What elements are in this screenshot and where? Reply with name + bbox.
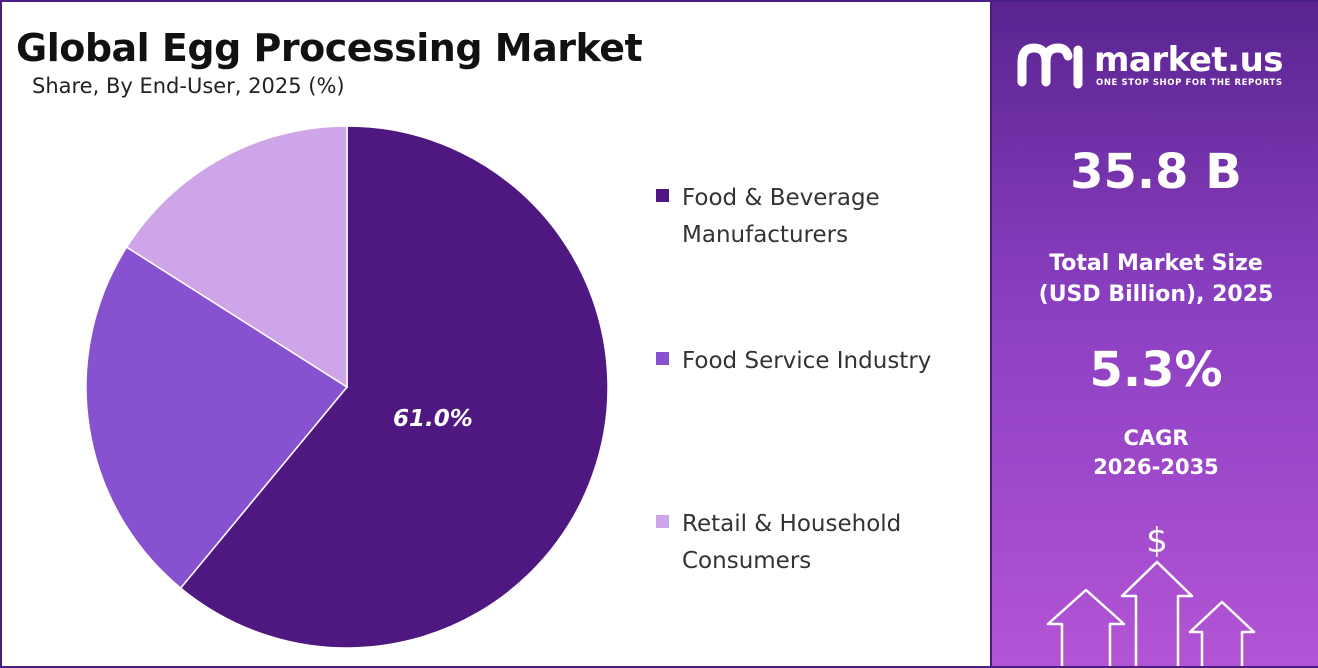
cagr-value: 5.3%: [1089, 342, 1223, 398]
legend-swatch-food-beverage: [655, 188, 670, 203]
chart-subtitle: Share, By End-User, 2025 (%): [32, 74, 345, 98]
legend-label-line: Manufacturers: [682, 222, 849, 248]
stats-panel: market.us ONE STOP SHOP FOR THE REPORTS …: [990, 2, 1318, 666]
market-size-label-line: (USD Billion), 2025: [1038, 282, 1274, 307]
cagr-label-line: 2026-2035: [1093, 455, 1219, 479]
legend-label-line: Food Service Industry: [682, 348, 932, 374]
legend-label-line: Retail & Household: [682, 511, 902, 537]
pie-chart: 61.0%: [85, 125, 609, 649]
market-size-value: 35.8 B: [1070, 144, 1242, 200]
dollar-sign-icon: $: [1146, 521, 1168, 561]
cagr-label: CAGR 2026-2035: [992, 424, 1318, 482]
cagr-label-line: CAGR: [1123, 426, 1189, 450]
legend-swatch-food-service: [655, 351, 670, 366]
pie-slice-food-beverage-manufacturers: [179, 125, 609, 649]
market-us-logo-icon: [1017, 43, 1083, 89]
growth-arrows-icon: $: [1046, 521, 1256, 666]
legend-label-line: Food & Beverage: [682, 185, 880, 211]
pie-slice-food-service-industry: [85, 246, 349, 590]
brand-tagline: ONE STOP SHOP FOR THE REPORTS: [1096, 78, 1283, 88]
market-size-label: Total Market Size (USD Billion), 2025: [992, 248, 1318, 310]
legend-label-line: Consumers: [682, 548, 812, 574]
chart-panel: Global Egg Processing Market Share, By E…: [2, 2, 990, 666]
pie-data-label: 61.0%: [393, 406, 473, 432]
chart-title: Global Egg Processing Market: [16, 26, 643, 70]
brand-logo: market.us ONE STOP SHOP FOR THE REPORTS: [1016, 38, 1296, 98]
pie-slice-retail-household-consumers: [125, 125, 348, 389]
brand-name: market.us: [1094, 40, 1284, 80]
legend-swatch-retail-household: [655, 514, 670, 529]
market-size-label-line: Total Market Size: [1049, 251, 1263, 276]
